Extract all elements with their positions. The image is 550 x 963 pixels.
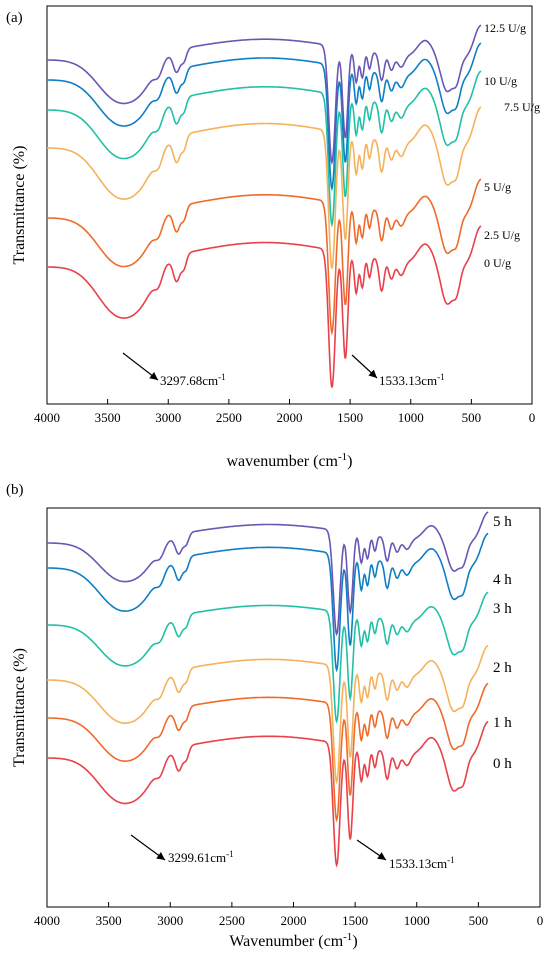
x-tick-label: 1500	[342, 913, 368, 928]
y-axis-title: Transmittance (%)	[11, 146, 28, 265]
series-line-0-h	[47, 721, 489, 868]
x-tick-label: 1000	[404, 913, 430, 928]
series-label: 7.5 U/g	[504, 100, 540, 114]
x-tick-label: 1500	[337, 410, 363, 425]
annotation-label: 1533.13cm-1	[379, 372, 445, 388]
series-line-1-h	[47, 682, 489, 823]
x-tick-label: 2500	[216, 410, 242, 425]
series-label: 10 U/g	[484, 74, 517, 88]
series-line-2-h	[47, 644, 489, 785]
x-tick-label: 3500	[96, 913, 122, 928]
series-label: 0 U/g	[484, 256, 511, 270]
plot-frame-2	[46, 507, 541, 908]
series-label: 2.5 U/g	[484, 228, 520, 242]
panel-label: (b)	[6, 482, 24, 498]
series-label: 12.5 U/g	[484, 21, 526, 35]
series-line-10-U-g	[47, 42, 482, 192]
series-line-0-U-g	[47, 225, 482, 388]
series-line-3-h	[47, 591, 489, 724]
x-tick-label: 4000	[34, 913, 60, 928]
series-label: 4 h	[493, 572, 512, 588]
series-label: 3 h	[493, 601, 512, 617]
series-label: 0 h	[493, 756, 512, 772]
panel-label: (a)	[6, 10, 23, 26]
series-line-5-U-g	[47, 106, 482, 269]
x-axis-title: wavenumber (cm-1)	[226, 451, 352, 470]
x-tick-label: 2000	[281, 913, 307, 928]
x-tick-label: 0	[529, 410, 536, 425]
x-tick-label: 3500	[95, 410, 121, 425]
x-tick-label: 500	[469, 913, 489, 928]
series-line-2-5-U-g	[47, 178, 482, 336]
annotation-arrowhead	[368, 369, 377, 378]
annotation-label: 1533.13cm-1	[389, 855, 455, 871]
x-tick-label: 3000	[155, 410, 181, 425]
x-tick-label: 4000	[34, 410, 60, 425]
series-line-12-5-U-g	[47, 24, 482, 166]
series-line-5-h	[47, 511, 489, 637]
series-line-4-h	[47, 532, 489, 673]
x-tick-label: 2000	[277, 410, 303, 425]
x-tick-label: 2500	[219, 913, 245, 928]
series-label: 2 h	[493, 660, 512, 676]
x-axis-title: Wavenumber (cm-1)	[229, 931, 357, 950]
series-label: 5 U/g	[484, 180, 511, 194]
annotation-label: 3297.68cm-1	[160, 372, 226, 388]
y-axis-title: Transmittance (%)	[11, 648, 28, 767]
series-label: 1 h	[493, 715, 512, 731]
annotation-arrowhead	[156, 852, 165, 860]
annotation-label: 3299.61cm-1	[168, 849, 234, 865]
annotation-arrowhead	[377, 852, 386, 860]
x-tick-label: 1000	[398, 410, 424, 425]
series-label: 5 h	[493, 514, 512, 530]
x-tick-label: 0	[537, 913, 544, 928]
x-tick-label: 500	[462, 410, 482, 425]
annotation-arrowhead	[149, 371, 158, 380]
plot-frame-1	[46, 5, 533, 405]
series-line-7-5-U-g	[47, 70, 482, 228]
x-tick-label: 3000	[157, 913, 183, 928]
